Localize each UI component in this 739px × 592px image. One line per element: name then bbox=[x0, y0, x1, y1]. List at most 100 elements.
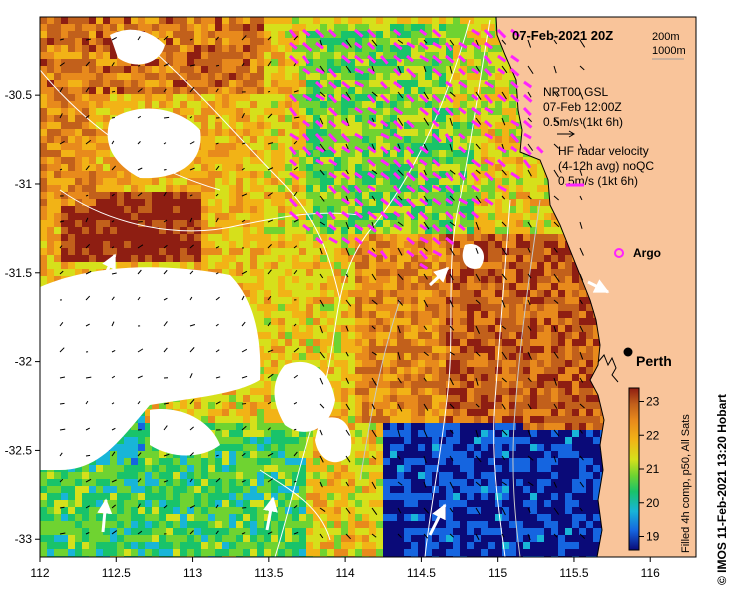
sst-cell bbox=[341, 402, 348, 409]
sst-cell bbox=[425, 353, 432, 360]
sst-cell bbox=[404, 129, 411, 136]
sst-cell bbox=[474, 234, 481, 241]
sst-cell bbox=[124, 101, 131, 108]
sst-cell bbox=[180, 94, 187, 101]
sst-cell bbox=[243, 192, 250, 199]
sst-cell bbox=[54, 199, 61, 206]
sst-cell bbox=[488, 192, 495, 199]
sst-cell bbox=[425, 374, 432, 381]
sst-cell bbox=[117, 108, 124, 115]
sst-cell bbox=[453, 143, 460, 150]
sst-cell bbox=[243, 52, 250, 59]
sst-cell bbox=[481, 332, 488, 339]
sst-cell bbox=[341, 45, 348, 52]
sst-cell bbox=[320, 199, 327, 206]
sst-cell bbox=[152, 255, 159, 262]
sst-cell bbox=[117, 206, 124, 213]
sst-cell bbox=[502, 101, 509, 108]
sst-cell bbox=[467, 374, 474, 381]
sst-cell bbox=[152, 402, 159, 409]
sst-cell bbox=[68, 185, 75, 192]
sst-cell bbox=[565, 423, 572, 430]
sst-cell bbox=[565, 430, 572, 437]
sst-cell bbox=[61, 241, 68, 248]
sst-cell bbox=[404, 402, 411, 409]
sst-cell bbox=[355, 325, 362, 332]
sst-cell bbox=[551, 409, 558, 416]
sst-cell bbox=[222, 206, 229, 213]
sst-cell bbox=[306, 290, 313, 297]
sst-cell bbox=[180, 402, 187, 409]
sst-cell bbox=[453, 276, 460, 283]
sst-cell bbox=[369, 374, 376, 381]
sst-cell bbox=[488, 17, 495, 24]
sst-cell bbox=[362, 122, 369, 129]
sst-cell bbox=[467, 213, 474, 220]
sst-cell bbox=[446, 339, 453, 346]
sst-cell bbox=[453, 178, 460, 185]
sst-cell bbox=[75, 115, 82, 122]
sst-cell bbox=[47, 255, 54, 262]
sst-cell bbox=[145, 94, 152, 101]
sst-cell bbox=[229, 178, 236, 185]
sst-cell bbox=[124, 73, 131, 80]
sst-cell bbox=[257, 38, 264, 45]
sst-cell bbox=[96, 87, 103, 94]
sst-cell bbox=[40, 255, 47, 262]
sst-cell bbox=[180, 262, 187, 269]
sst-cell bbox=[285, 290, 292, 297]
sst-cell bbox=[285, 66, 292, 73]
sst-cell bbox=[425, 94, 432, 101]
sst-cell bbox=[40, 199, 47, 206]
sst-cell bbox=[355, 59, 362, 66]
sst-cell bbox=[271, 227, 278, 234]
sst-cell bbox=[320, 38, 327, 45]
sst-cell bbox=[40, 185, 47, 192]
sst-cell bbox=[138, 255, 145, 262]
sst-cell bbox=[341, 395, 348, 402]
sst-cell bbox=[194, 395, 201, 402]
sst-cell bbox=[593, 346, 600, 353]
sst-cell bbox=[40, 192, 47, 199]
sst-cell bbox=[460, 360, 467, 367]
sst-cell bbox=[383, 143, 390, 150]
sst-cell bbox=[565, 353, 572, 360]
sst-cell bbox=[236, 234, 243, 241]
sst-cell bbox=[516, 150, 523, 157]
sst-cell bbox=[474, 80, 481, 87]
sst-cell bbox=[481, 290, 488, 297]
sst-cell bbox=[264, 73, 271, 80]
sst-cell bbox=[250, 38, 257, 45]
sst-cell bbox=[586, 423, 593, 430]
sst-cell bbox=[82, 143, 89, 150]
sst-cell bbox=[320, 129, 327, 136]
sst-cell bbox=[530, 395, 537, 402]
sst-cell bbox=[68, 66, 75, 73]
sst-cell bbox=[369, 255, 376, 262]
sst-cell bbox=[222, 423, 229, 430]
sst-cell bbox=[138, 192, 145, 199]
sst-cell bbox=[404, 395, 411, 402]
sst-cell bbox=[285, 360, 292, 367]
sst-cell bbox=[460, 374, 467, 381]
sst-cell bbox=[166, 262, 173, 269]
sst-cell bbox=[369, 269, 376, 276]
sst-cell bbox=[320, 262, 327, 269]
sst-cell bbox=[75, 213, 82, 220]
sst-cell bbox=[523, 395, 530, 402]
sst-cell bbox=[446, 311, 453, 318]
sst-cell bbox=[376, 346, 383, 353]
sst-cell bbox=[467, 283, 474, 290]
sst-cell bbox=[208, 38, 215, 45]
sst-cell bbox=[453, 199, 460, 206]
sst-cell bbox=[47, 73, 54, 80]
sst-cell bbox=[89, 80, 96, 87]
sst-cell bbox=[362, 73, 369, 80]
sst-cell bbox=[439, 248, 446, 255]
sst-cell bbox=[180, 80, 187, 87]
sst-cell bbox=[390, 248, 397, 255]
sst-cell bbox=[159, 213, 166, 220]
sst-cell bbox=[383, 80, 390, 87]
sst-cell bbox=[397, 241, 404, 248]
sst-cell bbox=[257, 94, 264, 101]
